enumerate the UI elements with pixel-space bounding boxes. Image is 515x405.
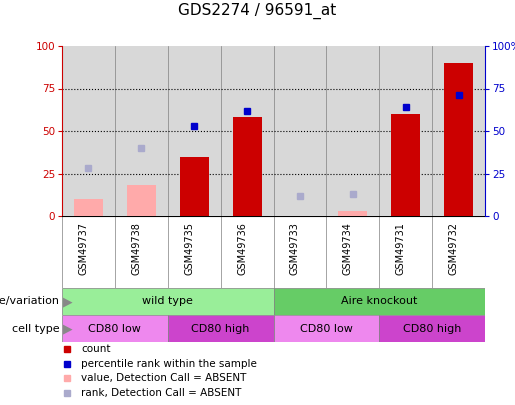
Bar	[74, 199, 103, 216]
Text: GDS2274 / 96591_at: GDS2274 / 96591_at	[178, 3, 337, 19]
Text: GSM49736: GSM49736	[237, 222, 247, 275]
Text: ▶: ▶	[59, 322, 73, 335]
Text: wild type: wild type	[142, 296, 193, 307]
Bar	[338, 211, 367, 216]
Bar	[273, 288, 485, 315]
Bar	[62, 315, 168, 342]
Text: GSM49738: GSM49738	[131, 222, 141, 275]
Text: Aire knockout: Aire knockout	[341, 296, 418, 307]
Text: cell type: cell type	[12, 324, 59, 333]
Bar	[232, 117, 262, 216]
Bar	[391, 114, 420, 216]
Text: percentile rank within the sample: percentile rank within the sample	[81, 359, 257, 369]
Text: CD80 low: CD80 low	[300, 324, 353, 333]
Text: GSM49735: GSM49735	[184, 222, 194, 275]
Text: CD80 high: CD80 high	[403, 324, 461, 333]
Bar	[168, 315, 273, 342]
Bar	[379, 315, 485, 342]
Text: GSM49734: GSM49734	[343, 222, 353, 275]
Bar	[444, 63, 473, 216]
Bar	[180, 156, 209, 216]
Bar	[62, 288, 273, 315]
Text: CD80 high: CD80 high	[192, 324, 250, 333]
Text: GSM49732: GSM49732	[449, 222, 458, 275]
Text: count: count	[81, 344, 111, 354]
Bar	[273, 315, 379, 342]
Bar	[127, 185, 156, 216]
Text: genotype/variation: genotype/variation	[0, 296, 59, 307]
Text: ▶: ▶	[59, 295, 73, 308]
Text: GSM49733: GSM49733	[290, 222, 300, 275]
Text: rank, Detection Call = ABSENT: rank, Detection Call = ABSENT	[81, 388, 242, 398]
Text: GSM49737: GSM49737	[78, 222, 89, 275]
Text: CD80 low: CD80 low	[89, 324, 141, 333]
Text: value, Detection Call = ABSENT: value, Detection Call = ABSENT	[81, 373, 246, 383]
Text: GSM49731: GSM49731	[396, 222, 406, 275]
